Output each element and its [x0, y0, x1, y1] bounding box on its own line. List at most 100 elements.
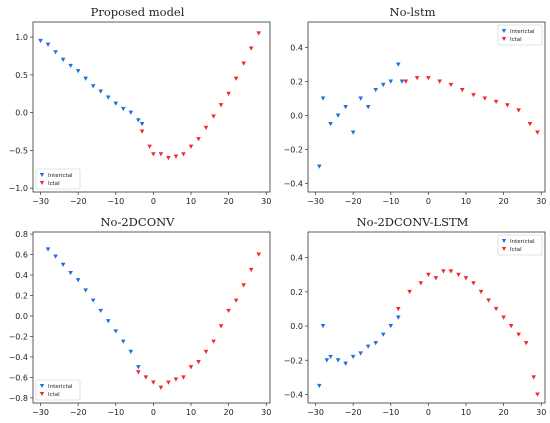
data-point	[166, 156, 171, 161]
data-point	[113, 101, 119, 106]
series-interictal	[45, 247, 141, 370]
data-point	[196, 360, 201, 365]
data-point	[75, 69, 81, 74]
data-point	[380, 82, 386, 88]
x-tick-label: −30	[32, 408, 49, 417]
data-point	[173, 154, 179, 159]
data-point	[358, 96, 363, 101]
data-point	[120, 106, 126, 112]
legend-box	[35, 379, 81, 401]
data-point	[105, 319, 111, 324]
data-point	[233, 76, 239, 81]
data-point	[68, 63, 73, 69]
data-point	[60, 57, 66, 62]
legend-label: Ictal	[48, 392, 60, 398]
data-point	[365, 105, 371, 110]
x-tick-label: 10	[461, 408, 471, 417]
legend-label: Interictal	[48, 384, 73, 390]
x-tick-label: 10	[186, 408, 196, 417]
data-point	[535, 130, 540, 135]
plot-no-lstm: −30 −20 −10 0 10 20 30 0.4 0.2 0.0 −0.2 −0.4 Interic…	[284, 21, 546, 206]
y-tick-label: 0.2	[290, 288, 303, 297]
data-point	[143, 375, 149, 380]
y-tick-label: −0.2	[284, 146, 303, 155]
x-tick-label: −20	[70, 197, 87, 206]
data-point	[531, 375, 537, 380]
data-point	[218, 324, 224, 329]
data-point	[233, 298, 239, 303]
data-point	[181, 375, 186, 380]
data-point	[493, 306, 499, 312]
data-point	[120, 339, 126, 344]
data-point	[211, 339, 216, 344]
plot-frame	[32, 21, 271, 193]
plot-no-2dconv: −30 −20 −10 0 10 20 30 0.8 0.6 0.4 0.2 0.0 −0.2 −0.4 −…	[9, 230, 272, 417]
data-point	[395, 315, 401, 320]
data-point	[516, 332, 521, 337]
data-point	[516, 108, 521, 113]
series-ictal	[139, 31, 262, 161]
data-point	[358, 351, 363, 356]
legend-marker	[501, 29, 507, 33]
y-tick-label: 0.2	[290, 78, 303, 87]
legend-label: Ictal	[510, 37, 522, 43]
data-point	[399, 79, 405, 84]
legend-label: Interictal	[48, 173, 73, 179]
data-point	[256, 31, 262, 36]
data-point	[343, 105, 348, 110]
data-point	[196, 137, 201, 142]
y-tick-label: 0.2	[15, 291, 28, 300]
data-point	[226, 91, 231, 96]
y-tick-label: 0.4	[15, 271, 28, 280]
x-tick-label: −10	[107, 197, 124, 206]
data-point	[320, 324, 326, 329]
x-tick-label: 0	[426, 408, 431, 417]
data-point	[256, 252, 262, 257]
data-point	[403, 79, 409, 84]
legend: Interictal Ictal	[497, 234, 543, 256]
legend-label: Ictal	[510, 247, 522, 253]
data-point	[139, 129, 145, 134]
data-point	[241, 283, 246, 288]
y-tick-label: 0.4	[290, 44, 303, 53]
data-point	[181, 152, 186, 157]
data-point	[60, 262, 66, 267]
data-point	[388, 324, 394, 329]
data-point	[373, 88, 379, 93]
x-tick-label: −20	[345, 408, 362, 417]
data-point	[407, 289, 412, 295]
data-point	[105, 95, 111, 100]
data-point	[441, 269, 446, 274]
data-point	[380, 332, 386, 337]
legend-box	[497, 234, 543, 256]
y-tick-label: 0.8	[15, 230, 28, 239]
legend: Interictal Ictal	[35, 379, 81, 401]
data-point	[188, 144, 194, 149]
data-point	[113, 329, 119, 334]
x-tick-label: −20	[345, 197, 362, 206]
y-tick-label: −0.4	[9, 353, 28, 362]
x-tick-label: 20	[224, 197, 234, 206]
data-point	[535, 392, 540, 397]
data-point	[203, 125, 209, 130]
x-tick-label: −20	[70, 408, 87, 417]
data-point	[459, 88, 465, 93]
data-point	[343, 361, 348, 366]
data-point	[45, 42, 51, 47]
data-point	[38, 38, 43, 44]
y-tick-label: −1.0	[9, 184, 28, 193]
panel-proposed-model: Proposed model	[0, 0, 275, 211]
legend-box	[35, 168, 81, 190]
chart-title: No-2DCONV-LSTM	[356, 215, 469, 229]
y-tick-label: 0.6	[15, 251, 28, 260]
x-tick-label: 30	[536, 197, 546, 206]
panel-no-2dconv-lstm: No-2DCONV-LSTM	[275, 211, 550, 423]
legend-label: Ictal	[48, 181, 60, 187]
data-point	[248, 46, 254, 51]
data-point	[335, 113, 341, 118]
data-point	[328, 354, 333, 360]
data-point	[166, 380, 171, 385]
x-tick-label: 0	[426, 197, 431, 206]
series-ictal	[403, 76, 540, 135]
legend-box	[497, 24, 543, 46]
